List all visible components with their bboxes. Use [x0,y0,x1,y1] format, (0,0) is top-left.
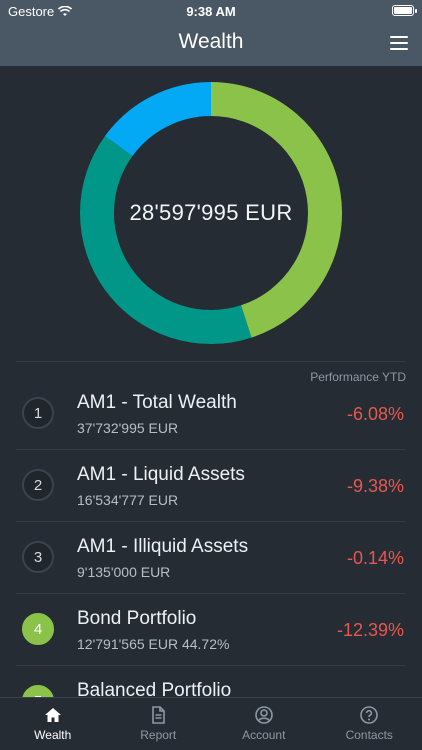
battery-icon [392,5,417,16]
list-item[interactable]: 1 AM1 - Total Wealth 37'732'995 EUR -6.0… [16,378,406,450]
tab-report[interactable]: Report [106,698,212,750]
row-title: Bond Portfolio [77,608,197,629]
row-number-badge: 3 [22,541,54,573]
row-performance: -9.38% [346,476,404,496]
portfolio-list: 1 AM1 - Total Wealth 37'732'995 EUR -6.0… [0,378,422,706]
home-icon [44,708,61,722]
list-item[interactable]: 2 AM1 - Liquid Assets 16'534'777 EUR -9.… [16,450,406,522]
donut-segment-1 [210,82,342,338]
donut-svg [80,82,342,344]
row-number-badge: 2 [22,469,54,501]
tab-label: Wealth [34,728,72,742]
tab-wealth[interactable]: Wealth [0,698,106,750]
header: Gestore 9:38 AM Wealth [0,0,422,66]
tab-bar: Wealth Report Account Contacts [0,697,422,750]
list-item[interactable]: 3 AM1 - Illiquid Assets 9'135'000 EUR -0… [16,522,406,594]
tab-label: Report [140,728,177,742]
row-title: AM1 - Illiquid Assets [77,536,249,557]
row-subtitle: 9'135'000 EUR [77,564,171,580]
wifi-icon [58,6,73,16]
donut-segment-3 [105,82,212,157]
divider [16,361,406,362]
row-title: Balanced Portfolio [77,680,232,701]
user-circle-icon [254,706,273,724]
row-performance: -0.14% [346,548,404,568]
row-performance: -12.39% [336,620,404,640]
tab-contacts[interactable]: Contacts [317,698,422,750]
row-performance: -6.08% [346,404,404,424]
row-subtitle: 16'534'777 EUR [77,492,179,508]
row-number-badge: 1 [22,397,54,429]
tab-account[interactable]: Account [211,698,317,750]
row-subtitle: 37'732'995 EUR [77,420,179,436]
carrier: Gestore [8,4,73,19]
help-circle-icon [360,706,379,724]
donut-total: 28'597'995 EUR [129,200,293,225]
row-number-badge: 4 [22,613,54,645]
carrier-label: Gestore [8,4,55,19]
donut-segment-2 [80,136,252,344]
page-title: Wealth [178,30,244,53]
wealth-donut-chart: 28'597'995 EUR [80,82,342,344]
tab-label: Account [242,728,286,742]
document-icon [152,706,166,724]
row-subtitle: 12'791'565 EUR 44.72% [77,636,230,652]
list-item[interactable]: 4 Bond Portfolio 12'791'565 EUR 44.72% -… [16,594,406,666]
menu-icon[interactable] [390,36,408,50]
status-bar: Gestore 9:38 AM [0,0,422,22]
row-title: AM1 - Total Wealth [77,392,237,413]
status-time: 9:38 AM [186,4,236,19]
tab-label: Contacts [345,728,393,742]
row-title: AM1 - Liquid Assets [77,464,245,485]
performance-header: Performance YTD [310,370,406,384]
